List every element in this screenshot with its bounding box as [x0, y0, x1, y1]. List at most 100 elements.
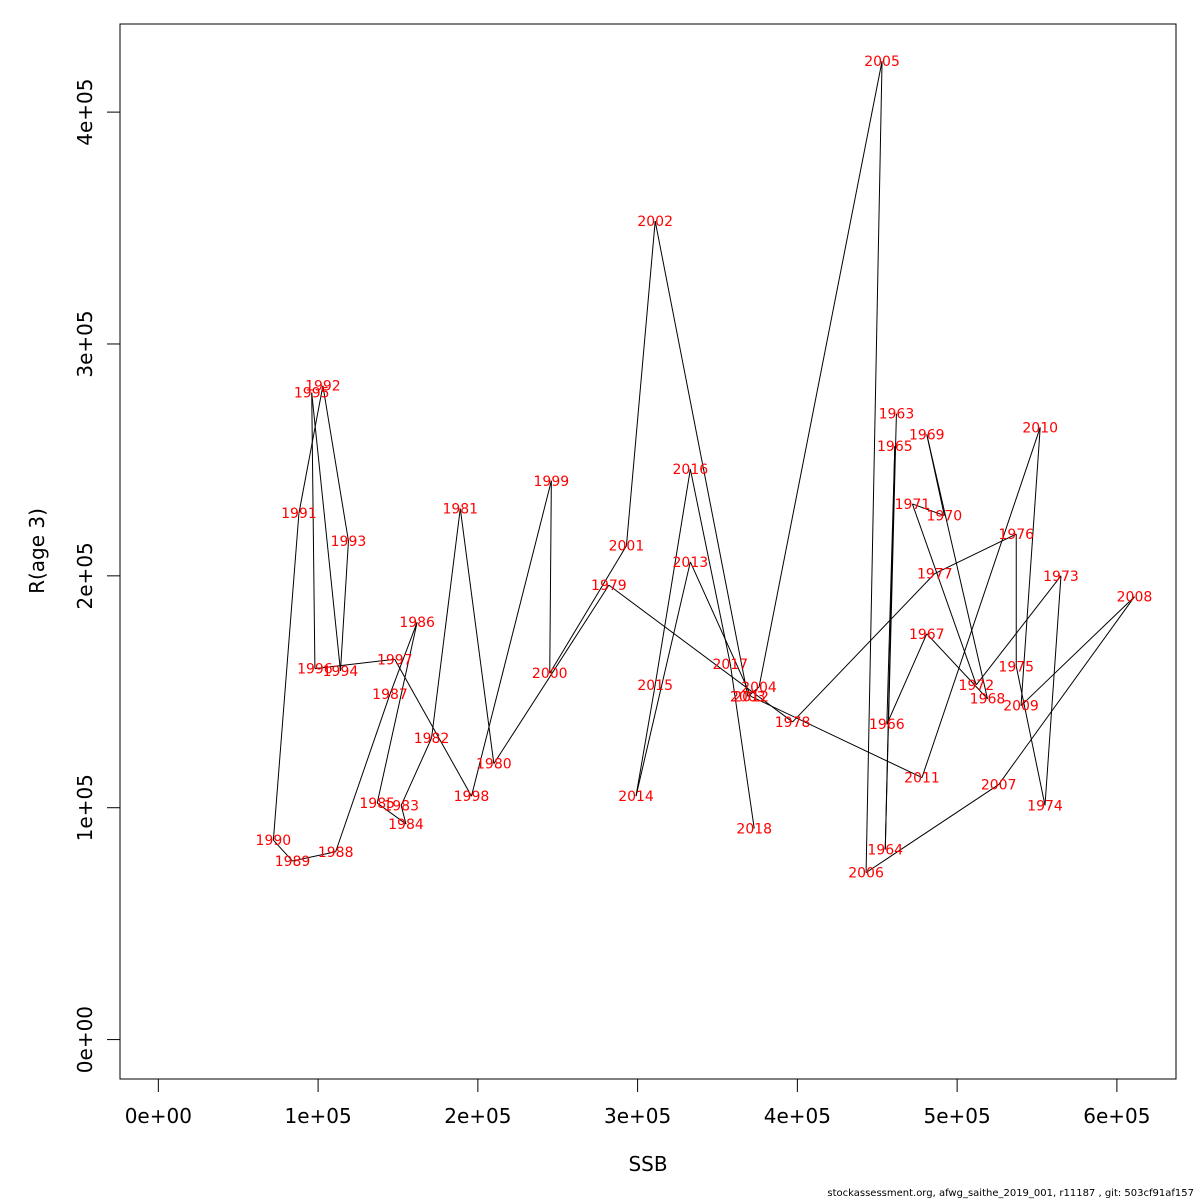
segment-1997-1998: [394, 659, 472, 797]
segment-2008-2009: [1020, 596, 1135, 707]
point-label-2016: 2016: [673, 462, 709, 478]
segment-2001-2002: [625, 221, 656, 546]
point-label-2006: 2006: [848, 866, 884, 882]
point-label-1991: 1991: [281, 506, 317, 522]
segment-1998-1999: [470, 480, 552, 797]
segment-1996-1997: [314, 658, 395, 670]
point-label-1968: 1968: [970, 692, 1006, 708]
segment-2014-2015: [635, 684, 656, 797]
segment-1992-1993: [322, 385, 349, 542]
point-label-1976: 1976: [998, 527, 1034, 543]
segment-1973-1974: [1044, 575, 1062, 806]
segment-1978-1979: [608, 584, 793, 723]
point-label-1990: 1990: [256, 833, 292, 849]
point-label-1985: 1985: [359, 796, 395, 812]
point-label-2010: 2010: [1022, 420, 1058, 436]
segment-2009-2010: [1020, 427, 1041, 706]
segment-1994-1995: [311, 392, 341, 671]
x-axis: 0e+00 1e+05 2e+05 3e+05 4e+05 5e+05 6e+05: [125, 1078, 1151, 1128]
y-tick-label: 3e+05: [73, 310, 97, 377]
footer-credit: stockassessment.org, afwg_saithe_2019_00…: [827, 1188, 1194, 1199]
point-label-1989: 1989: [275, 854, 311, 870]
segment-1970-1971: [912, 503, 945, 517]
segment-2000-2001: [549, 545, 627, 674]
segment-1966-1967: [886, 633, 928, 725]
segment-2005-2006: [865, 61, 883, 873]
x-tick-label: 4e+05: [764, 1104, 831, 1128]
y-axis-title: R(age 3): [25, 508, 49, 594]
plot-frame: [119, 23, 1177, 1080]
y-tick-label: 2e+05: [73, 542, 97, 609]
point-label-2014: 2014: [618, 789, 654, 805]
segment-1986-1987: [389, 622, 418, 695]
point-label-1995: 1995: [294, 386, 330, 402]
segment-1965-1966: [886, 445, 896, 725]
segment-1980-1981: [459, 508, 495, 764]
point-label-2007: 2007: [981, 778, 1017, 794]
point-label-1963: 1963: [879, 407, 915, 423]
point-label-1977: 1977: [917, 567, 953, 583]
point-label-1983: 1983: [383, 798, 419, 814]
point-label-1998: 1998: [454, 789, 490, 805]
point-label-2015: 2015: [637, 678, 673, 694]
segment-2004-2005: [758, 61, 883, 688]
point-label-1996: 1996: [297, 662, 333, 678]
point-label-1966: 1966: [869, 717, 905, 733]
point-label-2000: 2000: [532, 666, 568, 682]
point-label-1984: 1984: [388, 817, 424, 833]
point-label-1972: 1972: [958, 678, 994, 694]
segment-1987-1988: [335, 693, 391, 852]
segment-2017-2018: [729, 663, 755, 829]
point-label-2012: 2012: [733, 689, 769, 705]
point-label-2011: 2011: [904, 771, 940, 787]
segment-2012-2013: [689, 561, 752, 697]
point-label-1980: 1980: [476, 757, 512, 773]
segment-1990-1991: [272, 513, 300, 841]
point-label-1969: 1969: [909, 427, 945, 443]
segment-1988-1989: [292, 851, 336, 862]
x-tick-label: 5e+05: [924, 1104, 991, 1128]
y-tick-label: 0e+00: [73, 1006, 97, 1073]
point-label-1992: 1992: [305, 379, 341, 395]
segment-1984-1985: [376, 802, 407, 825]
segment-2007-2008: [998, 596, 1135, 785]
x-tick-label: 6e+05: [1083, 1104, 1150, 1128]
segment-1991-1992: [298, 385, 324, 514]
point-label-1978: 1978: [775, 715, 811, 731]
point-label-1981: 1981: [442, 502, 478, 518]
segment-1971-1972: [911, 503, 977, 685]
point-label-1971: 1971: [895, 497, 931, 513]
point-label-2009: 2009: [1003, 699, 1039, 715]
point-label-1975: 1975: [998, 659, 1034, 675]
segment-1982-1983: [400, 737, 432, 806]
segment-1976-1977: [934, 533, 1017, 574]
point-label-2008: 2008: [1117, 590, 1153, 606]
series-path: [272, 61, 1135, 874]
segment-2010-2011: [921, 427, 1041, 778]
segment-2003-2004: [747, 686, 760, 697]
point-label-1964: 1964: [867, 842, 903, 858]
segment-1999-2000: [549, 480, 552, 674]
x-tick-label: 1e+05: [284, 1104, 351, 1128]
point-label-2017: 2017: [712, 657, 748, 673]
y-axis: 0e+00 1e+05 2e+05 3e+05 4e+05: [73, 78, 121, 1073]
point-label-1973: 1973: [1043, 569, 1079, 585]
point-label-1986: 1986: [399, 615, 435, 631]
segment-1989-1990: [272, 839, 293, 862]
segment-2016-2017: [689, 469, 731, 665]
segment-1977-1978: [792, 573, 936, 723]
segment-2015-2016: [654, 469, 691, 685]
segment-1985-1986: [376, 622, 418, 804]
point-label-1979: 1979: [591, 578, 627, 594]
segment-2011-2012: [750, 695, 923, 779]
point-label-2003: 2003: [730, 689, 766, 705]
segment-1981-1982: [431, 508, 461, 739]
segment-1967-1968: [926, 633, 988, 700]
y-tick-label: 4e+05: [73, 78, 97, 145]
x-tick-label: 0e+00: [125, 1104, 192, 1128]
point-label-2004: 2004: [741, 680, 777, 696]
point-label-1987: 1987: [372, 687, 408, 703]
segment-2013-2014: [635, 561, 691, 797]
